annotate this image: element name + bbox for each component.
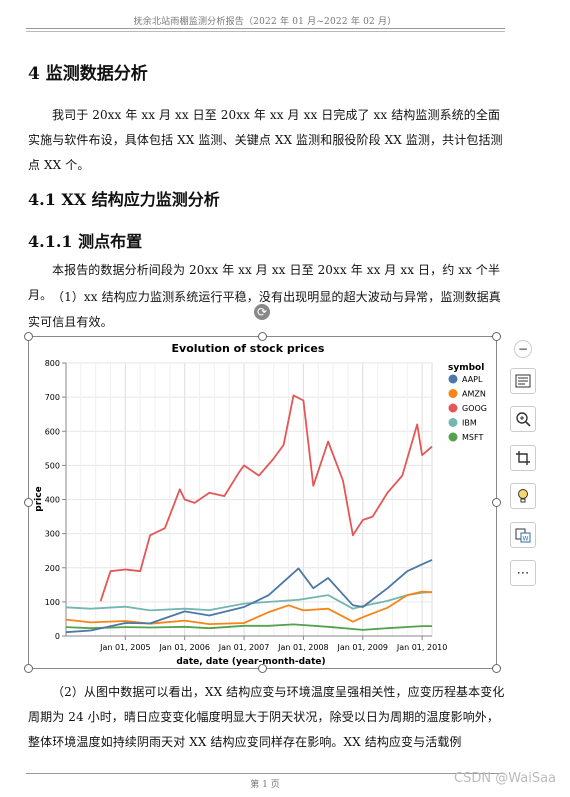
- y-tick-label: 100: [45, 598, 60, 607]
- legend-swatch-ibm: [448, 418, 458, 427]
- legend-swatch-amzn: [448, 389, 458, 398]
- chart-axes: 0 100 200 300 400 500 600 700 800 Jan 01, 2005 Jan…: [45, 359, 448, 652]
- resize-handle-bottom-left[interactable]: [24, 664, 33, 673]
- y-tick-label: 700: [45, 393, 60, 402]
- heading-section-4-1: 4.1 XX 结构应力监测分析: [28, 190, 220, 209]
- x-tick-label: Jan 01, 2005: [99, 643, 151, 652]
- rotate-handle-icon[interactable]: ⟳: [254, 304, 270, 320]
- watermark: CSDN @WaiSaa: [454, 771, 556, 786]
- y-tick-label: 0: [55, 632, 60, 641]
- x-tick-label: Jan 01, 2007: [218, 643, 270, 652]
- y-tick-label: 800: [45, 359, 60, 368]
- chart-lines: [65, 394, 433, 634]
- stock-price-chart: Evolution of stock prices 0 100 200 300 400 5…: [34, 342, 487, 667]
- series-line-msft: [65, 623, 432, 631]
- y-tick-label: 200: [45, 564, 60, 573]
- x-tick-label: Jan 01, 2008: [277, 643, 329, 652]
- resize-handle-right[interactable]: [492, 498, 501, 507]
- page-number: 第 1 页: [250, 780, 280, 790]
- x-tick-label: Jan 01, 2010: [396, 643, 448, 652]
- series-line-ibm: [65, 591, 433, 612]
- paragraph-item-2: （2）从图中数据可以看出，XX 结构应变与环境温度呈强相关性，应变历程基本变化周…: [28, 685, 505, 749]
- resize-handle-left[interactable]: [24, 498, 33, 507]
- legend-swatch-aapl: [448, 374, 458, 384]
- resize-handle-top-left[interactable]: [24, 332, 33, 341]
- heading-section-4-1-1: 4.1.1 测点布置: [28, 232, 143, 251]
- y-tick-label: 300: [45, 530, 60, 539]
- resize-handle-top[interactable]: [258, 332, 267, 341]
- x-tick-label: Jan 01, 2006: [158, 643, 210, 652]
- wrap-text-icon[interactable]: [510, 368, 536, 394]
- y-tick-label: 400: [45, 496, 60, 505]
- legend-label-msft: MSFT: [462, 433, 483, 442]
- legend-label-goog: GOOG: [462, 404, 487, 413]
- chart-image[interactable]: Evolution of stock prices 0 100 200 300 400 5…: [28, 336, 497, 669]
- chart-grid: [65, 362, 433, 637]
- x-axis-label: date, date (year-month-date): [176, 657, 325, 667]
- chart-title: Evolution of stock prices: [172, 342, 325, 355]
- legend-label-ibm: IBM: [462, 419, 477, 428]
- paragraph-item-1: （1）xx 结构应力监测系统运行平稳，没有出现明显的超大波动与异常，监测数据真实…: [28, 290, 501, 329]
- series-line-goog: [99, 394, 433, 602]
- image-convert-icon[interactable]: W: [510, 522, 536, 548]
- paragraph-intro: 我司于 20xx 年 xx 月 xx 日至 20xx 年 xx 月 xx 日完成…: [28, 108, 503, 172]
- more-icon[interactable]: ⋯: [510, 560, 536, 586]
- legend-label-aapl: AAPL: [462, 375, 483, 384]
- header-rule-secondary: [26, 31, 505, 32]
- y-axis-label: price: [34, 486, 44, 511]
- legend-swatch-goog: [448, 403, 458, 413]
- minus-circle-icon[interactable]: −: [514, 340, 532, 358]
- crop-icon[interactable]: [510, 445, 536, 471]
- chart-legend: symbol AAPL AMZN GOOG IBM MSFT: [448, 363, 487, 442]
- legend-title: symbol: [448, 363, 484, 373]
- image-selection-frame: [28, 336, 497, 669]
- y-tick-label: 500: [45, 461, 60, 470]
- footer-rule: [26, 773, 505, 774]
- series-line-aapl: [65, 559, 433, 634]
- paragraph-period: 本报告的数据分析间段为 20xx 年 xx 月 xx 日至 20xx 年 xx …: [28, 263, 501, 302]
- running-header: 抚余北站雨棚监测分析报告（2022 年 01 月~2022 年 02 月）: [133, 17, 397, 27]
- resize-handle-bottom[interactable]: [258, 664, 267, 673]
- resize-handle-bottom-right[interactable]: [492, 664, 501, 673]
- x-tick-label: Jan 01, 2009: [337, 643, 389, 652]
- y-tick-label: 600: [45, 427, 60, 436]
- resize-handle-top-right[interactable]: [492, 332, 501, 341]
- zoom-in-icon[interactable]: [510, 406, 536, 432]
- heading-section-4: 4 监测数据分析: [28, 64, 148, 84]
- idea-bulb-icon[interactable]: [510, 483, 536, 509]
- legend-swatch-msft: [448, 432, 458, 442]
- header-rule: [26, 28, 505, 29]
- legend-label-amzn: AMZN: [462, 390, 486, 399]
- svg-text:W: W: [523, 536, 529, 543]
